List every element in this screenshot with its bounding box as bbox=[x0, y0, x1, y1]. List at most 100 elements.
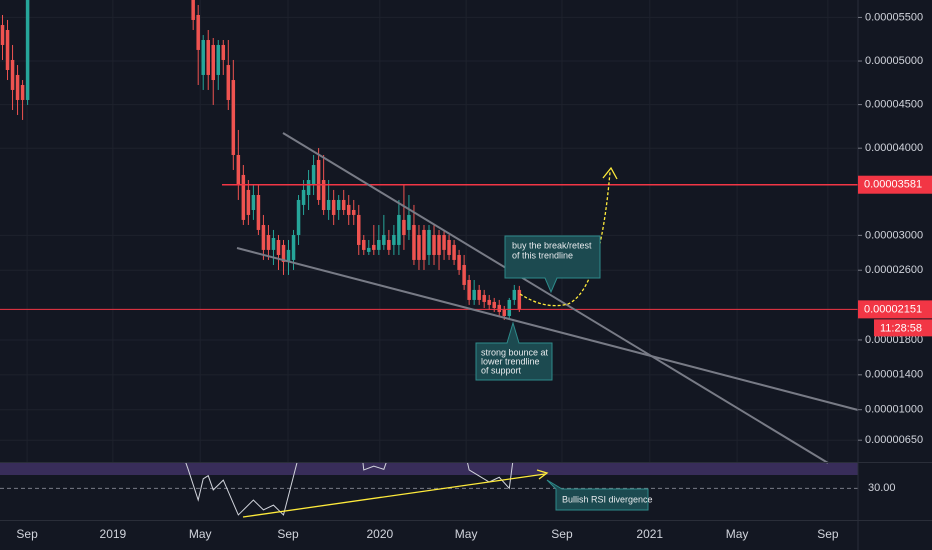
candle-body bbox=[497, 304, 502, 312]
x-tick-label: Sep bbox=[817, 527, 839, 541]
countdown: 11:28:58 bbox=[880, 322, 922, 334]
x-tick-label: Sep bbox=[277, 527, 299, 541]
candle-body bbox=[367, 247, 371, 252]
candle-body bbox=[331, 199, 336, 215]
x-tick-label: 2021 bbox=[636, 527, 663, 541]
candle-body bbox=[362, 239, 366, 250]
countdown-tag bbox=[874, 319, 932, 337]
candle-body bbox=[402, 219, 406, 236]
callout-box bbox=[504, 235, 601, 294]
candle-body bbox=[437, 235, 441, 255]
candle-body bbox=[372, 244, 376, 250]
x-tick-label: May bbox=[455, 527, 478, 541]
x-tick-label: Sep bbox=[551, 527, 573, 541]
lower-trendline bbox=[236, 247, 859, 411]
candle-body bbox=[482, 294, 486, 302]
candle-body bbox=[226, 65, 231, 100]
candle-body bbox=[452, 244, 456, 260]
x-tick-label: 2019 bbox=[100, 527, 127, 541]
x-tick-label: May bbox=[726, 527, 749, 541]
rsi-line bbox=[185, 463, 514, 516]
candle-body bbox=[512, 289, 517, 300]
rsi-pane bbox=[0, 463, 858, 516]
rsi-divergence-arrowhead bbox=[536, 469, 549, 480]
candle-body bbox=[487, 299, 491, 305]
y-tick-label: 0.00002600 bbox=[865, 264, 923, 276]
callout-box bbox=[475, 321, 553, 381]
callout-text: of support bbox=[481, 365, 522, 375]
drawings bbox=[236, 132, 859, 518]
candle-body bbox=[301, 189, 306, 205]
candle-body bbox=[306, 180, 311, 195]
candle-body bbox=[447, 239, 451, 255]
candle-body bbox=[502, 309, 507, 316]
candle-body bbox=[206, 40, 210, 75]
candle-body bbox=[392, 235, 396, 245]
rsi-band bbox=[0, 463, 858, 475]
callout-text: of this trendline bbox=[512, 250, 573, 260]
y-tick-label: 0.00000650 bbox=[865, 434, 923, 446]
candle-body bbox=[462, 264, 466, 285]
candle-body bbox=[517, 289, 522, 310]
candle-body bbox=[10, 59, 15, 90]
callout-text: buy the break/retest bbox=[512, 240, 592, 250]
candle-body bbox=[407, 214, 411, 230]
candle-body bbox=[321, 180, 326, 210]
y-tick-label: 0.00001800 bbox=[865, 334, 923, 346]
callout-text: Bullish RSI divergence bbox=[562, 494, 653, 504]
y-tick-label: 0.00001400 bbox=[865, 369, 923, 381]
rsi-tick-label: 30.00 bbox=[868, 482, 896, 494]
candle-body bbox=[281, 244, 286, 262]
candle-body bbox=[231, 80, 236, 155]
candle-body bbox=[417, 235, 421, 260]
y-tick-label: 0.00003000 bbox=[865, 229, 923, 241]
candle-body bbox=[236, 154, 241, 185]
candle-body bbox=[266, 235, 271, 250]
upper-trendline bbox=[282, 132, 829, 464]
price-level-label: 0.00003581 bbox=[864, 179, 922, 191]
x-tick-label: 2020 bbox=[366, 527, 393, 541]
price-level-tag bbox=[858, 300, 932, 319]
candle-body bbox=[291, 235, 296, 260]
axes: Sep 2019 May Sep 2020 May Sep 2021 May Sep 0.00005… bbox=[16, 11, 932, 541]
candle-body bbox=[472, 289, 476, 300]
y-tick-label: 0.00004000 bbox=[865, 142, 923, 154]
candle-body bbox=[326, 199, 331, 210]
callout: strong bounce at lower trendline of supp… bbox=[475, 321, 553, 381]
candle-body bbox=[20, 84, 25, 100]
candle-body bbox=[221, 44, 226, 60]
rsi-divergence-line bbox=[242, 473, 546, 518]
y-tick-label: 0.00001000 bbox=[865, 404, 923, 416]
candle-body bbox=[271, 237, 276, 250]
candle-body bbox=[427, 229, 431, 255]
candle-body bbox=[211, 44, 216, 81]
candle-body bbox=[432, 235, 436, 255]
candle-body bbox=[442, 235, 446, 250]
price-level-label: 0.00002151 bbox=[864, 303, 922, 315]
candle-body bbox=[336, 199, 341, 210]
y-tick-label: 0.00004500 bbox=[865, 99, 923, 111]
candle-body bbox=[351, 209, 356, 215]
candle-body bbox=[387, 239, 391, 250]
candle-body bbox=[25, 0, 30, 100]
candle-body bbox=[457, 254, 461, 270]
callout-text: lower trendline bbox=[481, 356, 540, 366]
candle-body bbox=[477, 289, 481, 300]
candle-body bbox=[241, 174, 246, 220]
candle-body bbox=[341, 199, 346, 210]
candle-body bbox=[492, 301, 496, 308]
candle-body bbox=[311, 165, 316, 185]
candle-body bbox=[346, 204, 351, 215]
candle-body bbox=[296, 199, 301, 236]
projection-arrowhead bbox=[602, 166, 618, 180]
candle-body bbox=[382, 235, 386, 245]
callout: Bullish RSI divergence bbox=[546, 479, 653, 511]
candle-body bbox=[286, 249, 291, 262]
candle-body bbox=[15, 74, 20, 100]
candle-body bbox=[507, 299, 512, 316]
price-level-tag bbox=[858, 175, 932, 194]
x-tick-label: May bbox=[189, 527, 212, 541]
callout-text: strong bounce at bbox=[481, 347, 549, 357]
